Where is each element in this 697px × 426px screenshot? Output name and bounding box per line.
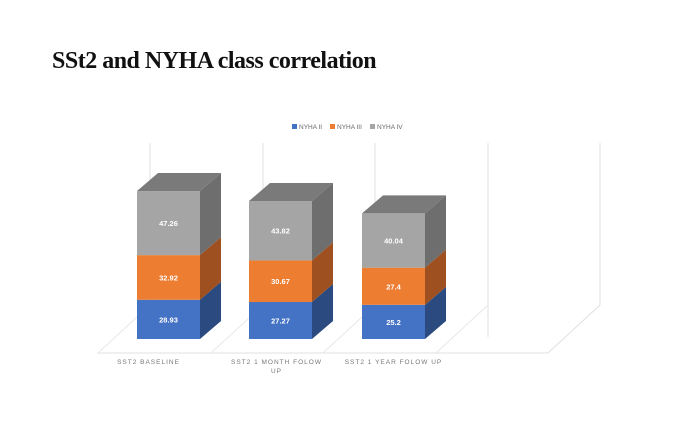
data-label: 27.27 [271,317,290,326]
category-label: SST2 BASELINE [117,359,180,366]
bar-segment [249,201,312,261]
bar-side [312,242,333,303]
bar-segment [137,255,200,300]
bar-top [362,195,446,214]
legend-label: NYHA III [337,124,362,131]
data-label: 47.26 [159,219,178,228]
legend-swatch [330,124,335,129]
floor-divider [435,304,489,354]
data-label: 43.82 [271,227,290,236]
category-label: UP [271,368,282,375]
data-label: 30.67 [271,277,290,286]
floor-line [97,304,601,354]
data-label: 28.93 [159,315,178,324]
bar-top [137,173,221,192]
data-label: 27.4 [386,282,401,291]
bar-segment [362,213,425,268]
bar-side [425,249,446,305]
bar-side [200,281,221,339]
legend-label: NYHA IV [377,124,403,131]
bar-side [200,237,221,300]
chart-title: SSt2 and NYHA class correlation [52,48,377,74]
legend-swatch [292,124,297,129]
bar-side [425,286,446,339]
bar-segment [137,299,200,339]
bar-segment [249,260,312,303]
bar-side [312,284,333,339]
bar-segment [362,304,425,339]
bar-segment [362,267,425,305]
category-label: SST2 1 MONTH FOLOW [231,359,322,366]
bar-side [425,195,446,268]
category-label: SST2 1 YEAR FOLOW UP [345,359,443,366]
bar-side [312,183,333,261]
bar-segment [137,191,200,256]
data-label: 40.04 [384,237,404,246]
legend-label: NYHA II [299,124,322,131]
data-label: 25.2 [386,318,401,327]
legend-swatch [370,124,375,129]
data-label: 32.92 [159,273,178,282]
bar-side [200,173,221,256]
bar-top [249,183,333,202]
bar-segment [249,302,312,339]
